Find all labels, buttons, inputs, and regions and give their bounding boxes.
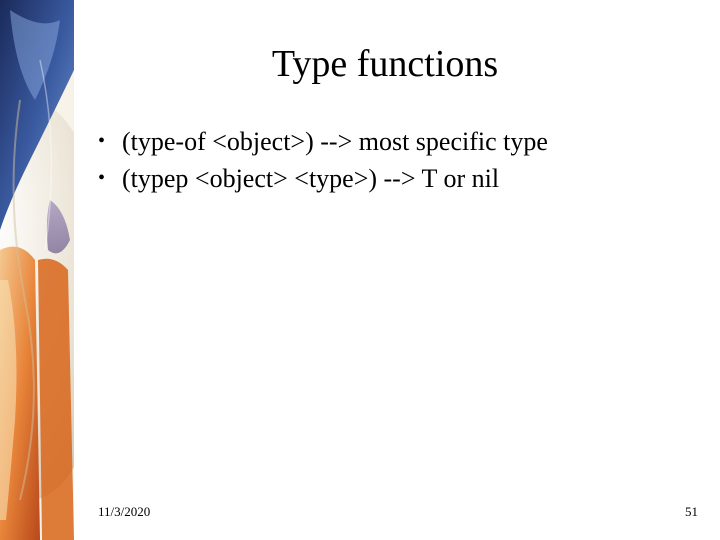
decorative-sidebar	[0, 0, 74, 540]
content-area: Type functions (type-of <object>) --> mo…	[90, 0, 700, 540]
footer-date: 11/3/2020	[98, 504, 150, 520]
bullet-list: (type-of <object>) --> most specific typ…	[90, 124, 700, 196]
slide: Type functions (type-of <object>) --> mo…	[0, 0, 720, 540]
bullet-item: (typep <object> <type>) --> T or nil	[96, 161, 700, 196]
slide-title: Type functions	[70, 42, 700, 86]
footer-page-number: 51	[685, 504, 698, 520]
sidebar-art-icon	[0, 0, 74, 540]
bullet-item: (type-of <object>) --> most specific typ…	[96, 124, 700, 159]
